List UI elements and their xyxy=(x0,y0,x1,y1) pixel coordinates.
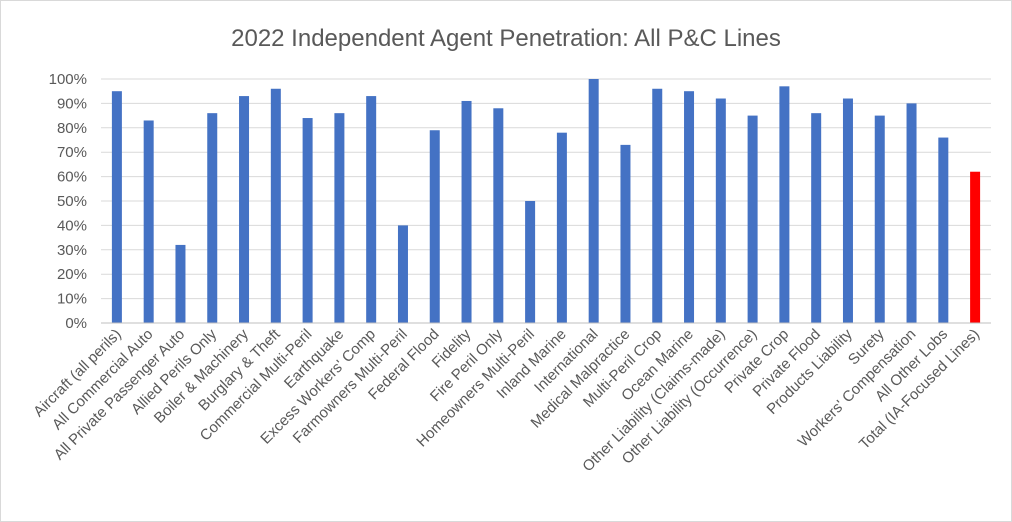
chart-title: 2022 Independent Agent Penetration: All … xyxy=(231,25,781,52)
bar-international xyxy=(588,79,599,323)
y-tick-label: 40% xyxy=(57,217,87,234)
bar-products-liability xyxy=(842,98,853,324)
bar-private-crop xyxy=(779,86,790,323)
gridlines xyxy=(101,78,991,300)
bar-all-commercial-auto xyxy=(143,120,154,323)
y-tick-label: 20% xyxy=(57,266,87,283)
bar-total-ia-focused-lines xyxy=(970,171,981,323)
bar-boiler-machinery xyxy=(239,96,250,323)
bar-workers-compensation xyxy=(906,103,917,324)
bar-earthquake xyxy=(334,113,345,323)
bar-multi-peril-crop xyxy=(652,88,663,323)
y-tick-label: 80% xyxy=(57,120,87,137)
bar-all-private-passenger-auto xyxy=(175,244,186,323)
bar-commercial-multi-peril xyxy=(302,118,313,323)
y-tick-label: 50% xyxy=(57,193,87,210)
bar-inland-marine xyxy=(556,132,567,323)
bar-ocean-marine xyxy=(684,91,695,323)
bar-surety xyxy=(874,115,885,323)
y-tick-label: 100% xyxy=(49,71,87,88)
bar-all-other-lobs xyxy=(938,137,949,323)
y-tick-label: 30% xyxy=(57,242,87,259)
y-tick-label: 60% xyxy=(57,169,87,186)
x-axis-category-labels: Aircraft (all perils)All Commercial Auto… xyxy=(30,325,983,475)
bar-homeowners-multi-peril xyxy=(525,201,536,323)
bar-fire-peril-only xyxy=(493,108,504,323)
y-tick-label: 70% xyxy=(57,144,87,161)
x-category-label: All Private Passenger Auto xyxy=(51,326,189,464)
bar-fidelity xyxy=(461,100,472,324)
bar-farmowners-multi-peril xyxy=(397,225,408,323)
y-tick-label: 0% xyxy=(65,315,87,332)
bar-other-liability-claims-made xyxy=(715,98,726,324)
bar-allied-perils-only xyxy=(207,113,218,323)
bar-excess-workers-comp xyxy=(366,96,377,323)
bar-aircraft-all-perils xyxy=(111,91,122,323)
bar-other-liability-occurrence xyxy=(747,115,758,323)
bar-private-flood xyxy=(811,113,822,323)
y-tick-label: 90% xyxy=(57,95,87,112)
bar-burglary-theft xyxy=(270,88,281,323)
bar-medical-malpractice xyxy=(620,144,631,323)
bar-federal-flood xyxy=(429,130,440,323)
y-tick-label: 10% xyxy=(57,291,87,308)
y-axis-tick-labels: 0% 10% 20% 30% 40% 50% 60% 70% 80% 90% 100% xyxy=(49,71,87,332)
bars xyxy=(111,79,981,324)
